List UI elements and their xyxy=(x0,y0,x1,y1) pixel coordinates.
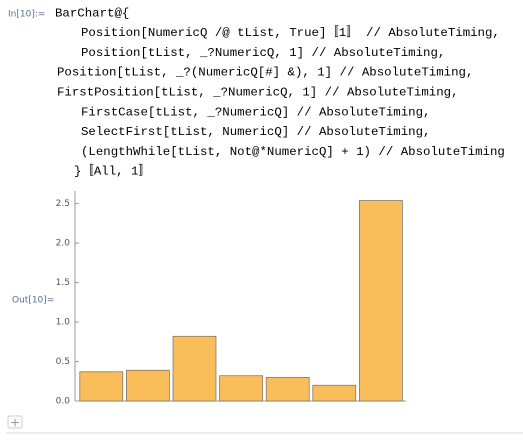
bar xyxy=(79,371,124,402)
code-line: Position[tList, _?(NumericQ[#] &), 1] //… xyxy=(57,66,473,80)
code-line: }〚All, 1〛 xyxy=(74,164,151,179)
bar xyxy=(312,384,357,402)
bar xyxy=(126,369,170,402)
input-label: In[10]:= xyxy=(8,10,45,20)
code-line: FirstCase[tList, _?NumericQ] // Absolute… xyxy=(81,105,430,119)
bar xyxy=(265,376,310,402)
code-line: BarChart@{ xyxy=(55,6,129,20)
code-line: FirstPosition[tList, _?NumericQ, 1] // A… xyxy=(57,85,459,99)
code-line: (LengthWhile[tList, Not@*NumericQ] + 1) … xyxy=(81,145,505,159)
output-label: Out[10]= xyxy=(12,296,54,306)
bar xyxy=(172,335,217,402)
code-line: Position[tList, _?NumericQ, 1] // Absolu… xyxy=(81,46,445,60)
y-tick-label: 0.0 xyxy=(56,397,71,407)
insert-cell-button[interactable] xyxy=(7,415,23,429)
y-tick-label: 2.0 xyxy=(56,239,71,249)
bar xyxy=(219,375,263,402)
y-tick-label: 1.0 xyxy=(56,318,71,328)
code-line: Position[NumericQ /@ tList, True]〚1〛 // … xyxy=(81,25,500,40)
y-tick-label: 0.5 xyxy=(56,357,70,367)
y-tick-label: 1.5 xyxy=(56,278,70,288)
code-line: SelectFirst[tList, NumericQ] // Absolute… xyxy=(81,125,430,139)
bar xyxy=(359,200,403,402)
y-tick-label: 2.5 xyxy=(56,199,70,209)
plus-icon: + xyxy=(10,416,20,430)
